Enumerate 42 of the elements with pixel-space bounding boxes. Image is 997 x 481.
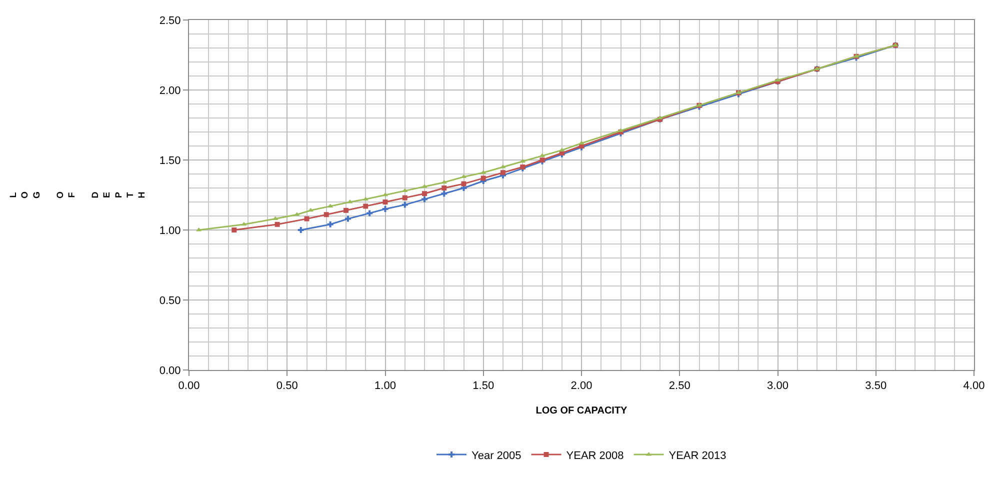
legend-label: YEAR 2008 <box>566 450 624 462</box>
y-tick-label: 2.00 <box>159 84 181 97</box>
point <box>366 210 373 216</box>
y-tick-label: 0.00 <box>159 364 181 377</box>
point <box>274 222 280 227</box>
point <box>382 200 388 204</box>
point <box>324 212 329 218</box>
text: LOG OF DEPTH <box>8 191 147 199</box>
point <box>441 190 448 197</box>
point <box>402 195 408 200</box>
x-tick-label: 2.00 <box>570 380 592 392</box>
point <box>461 181 466 186</box>
point <box>344 216 351 222</box>
x-tick-label: 3.50 <box>865 380 887 392</box>
point <box>442 186 447 190</box>
x-tick-label: 2.50 <box>668 380 690 392</box>
x-tick-label: 0.00 <box>178 380 200 392</box>
x-tick-label: 0.50 <box>276 380 298 392</box>
x-tick-label: 4.00 <box>963 380 985 392</box>
point <box>241 222 247 226</box>
point <box>382 206 388 212</box>
point <box>422 191 427 196</box>
y-tick-label: 1.00 <box>159 224 181 237</box>
point <box>480 176 486 181</box>
y-tick-label: 2.50 <box>159 14 181 27</box>
y-tick-label: 0.50 <box>159 294 181 307</box>
point <box>327 221 334 228</box>
point <box>298 227 304 233</box>
y-tick-label: 1.50 <box>159 154 181 167</box>
point <box>232 228 237 232</box>
point <box>500 170 506 176</box>
x-tick-label: 1.50 <box>472 380 494 392</box>
point <box>344 208 348 213</box>
point <box>363 204 368 209</box>
point <box>402 202 408 208</box>
point <box>422 196 428 202</box>
legend-label: YEAR 2013 <box>668 450 726 462</box>
x-axis-title: LOG OF CAPACITY <box>536 406 628 417</box>
x-tick-label: 3.00 <box>767 380 788 392</box>
point <box>304 216 310 222</box>
x-tick-label: 1.00 <box>374 380 396 392</box>
legend-label: Year 2005 <box>472 450 522 462</box>
